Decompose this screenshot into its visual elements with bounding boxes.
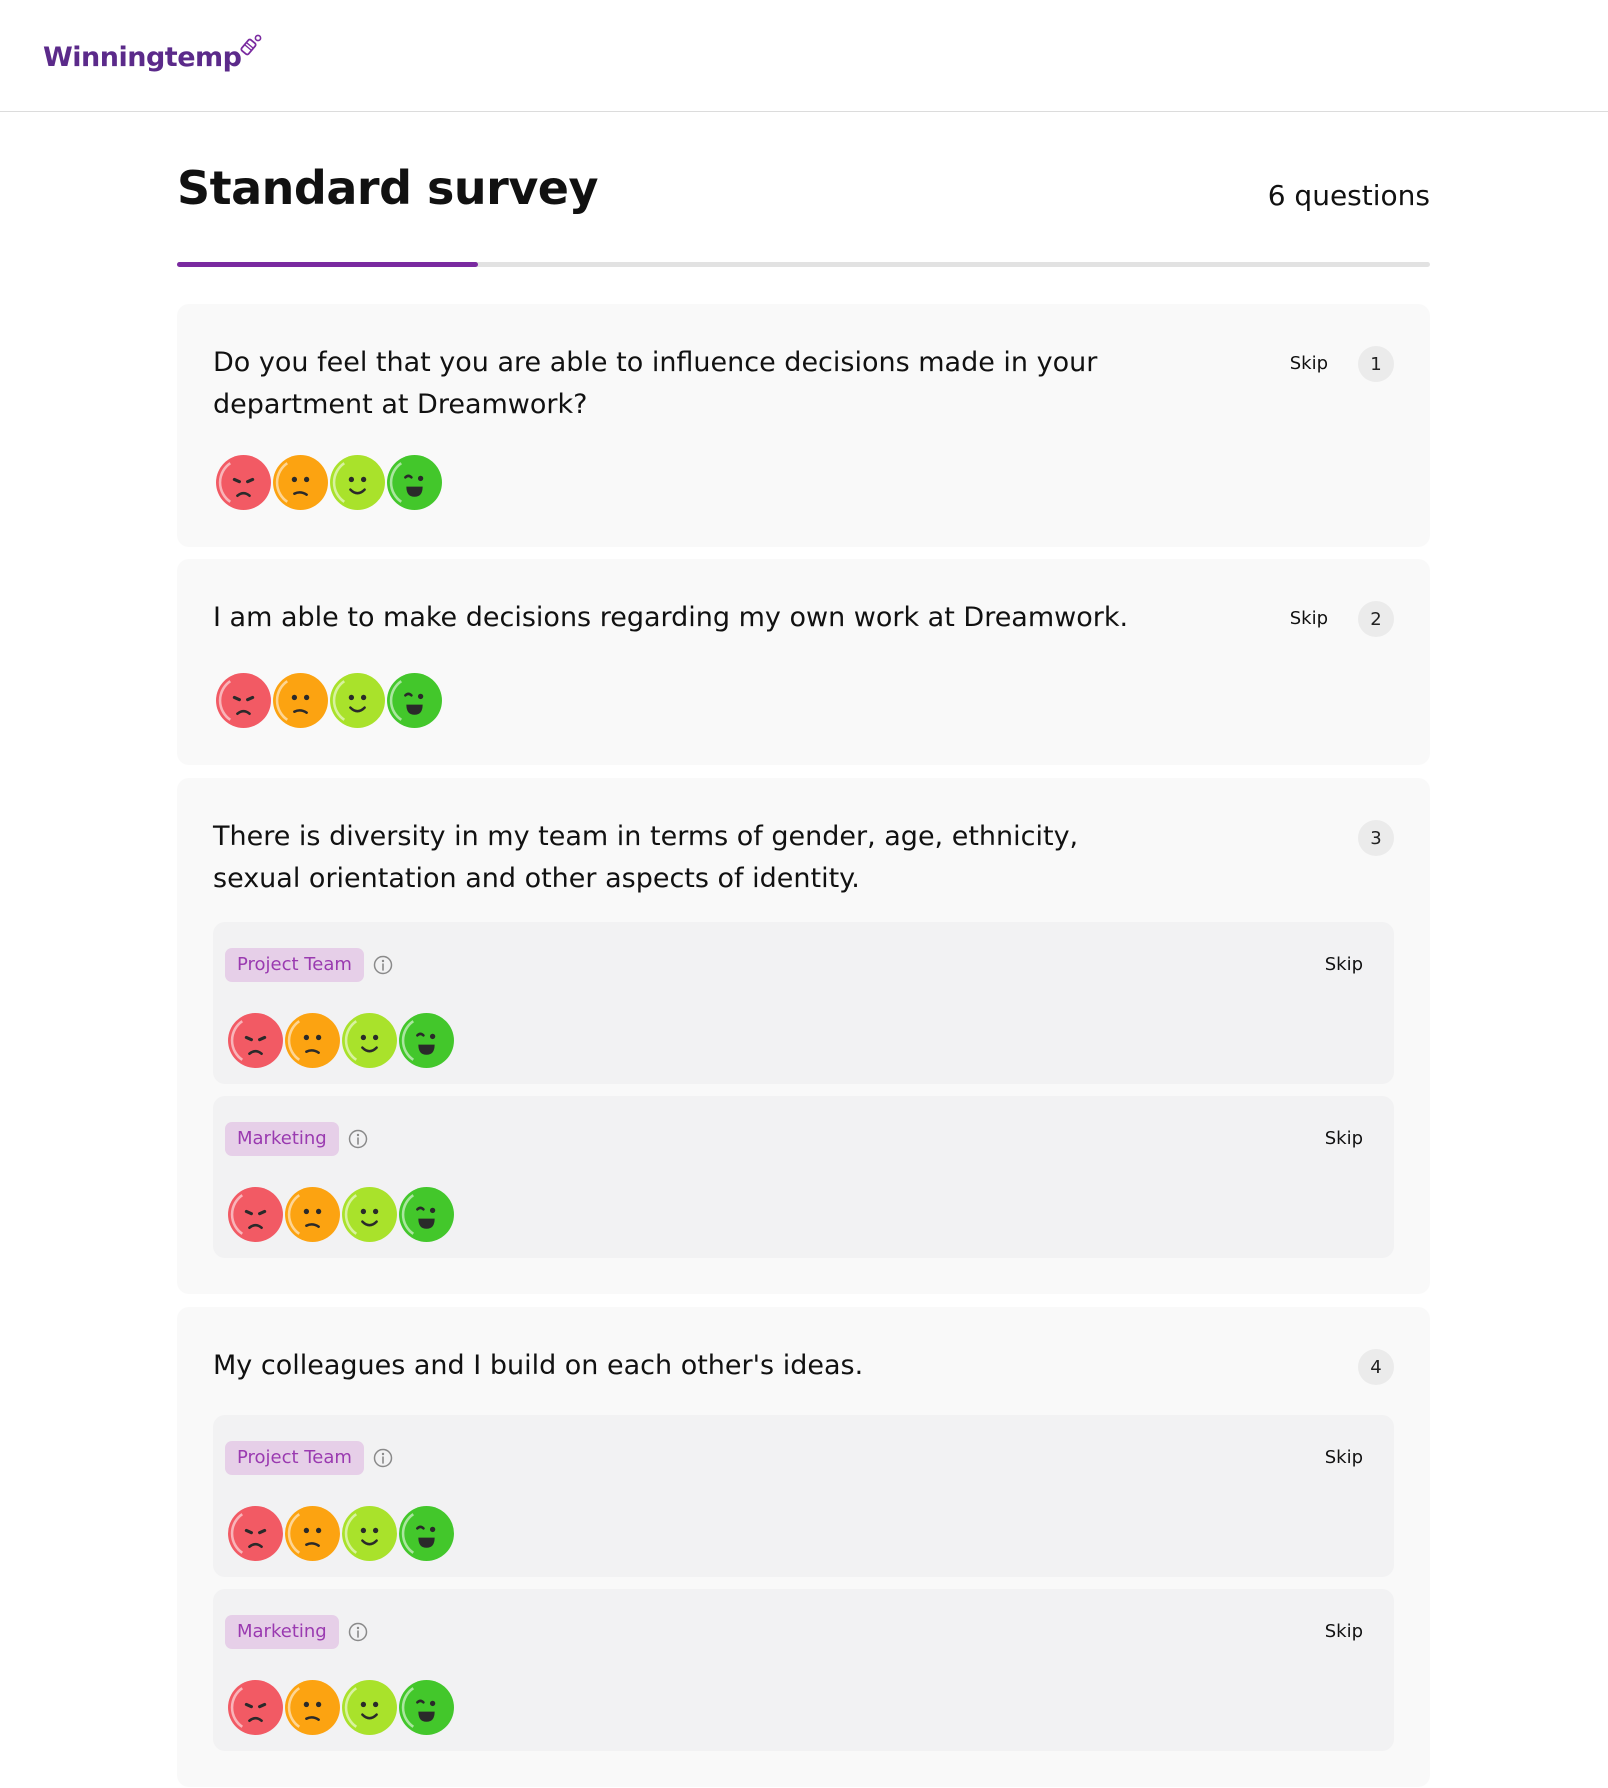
group-tag-row: Project Team bbox=[225, 1441, 393, 1475]
very-negative-face-icon[interactable] bbox=[215, 454, 272, 511]
question-card-1: Do you feel that you are able to influen… bbox=[177, 304, 1430, 547]
group-rating-project-team: Project Team Skip bbox=[213, 1415, 1394, 1577]
group-rating-marketing: Marketing Skip bbox=[213, 1096, 1394, 1258]
very-negative-face-icon[interactable] bbox=[215, 672, 272, 729]
question-text: There is diversity in my team in terms o… bbox=[213, 821, 1079, 894]
question-card-2: I am able to make decisions regarding my… bbox=[177, 559, 1430, 765]
group-tag: Project Team bbox=[225, 948, 364, 982]
positive-face-icon[interactable] bbox=[329, 454, 386, 511]
info-icon[interactable] bbox=[373, 1448, 393, 1468]
info-icon[interactable] bbox=[373, 955, 393, 975]
rating-faces bbox=[227, 1186, 455, 1243]
skip-button[interactable]: Skip bbox=[1324, 1621, 1363, 1642]
brand-name: Winningtemp bbox=[43, 42, 242, 73]
very-positive-face-icon[interactable] bbox=[398, 1012, 455, 1069]
question-number-badge: 3 bbox=[1358, 820, 1394, 856]
group-tag: Project Team bbox=[225, 1441, 364, 1475]
positive-face-icon[interactable] bbox=[341, 1012, 398, 1069]
group-rating-marketing: Marketing Skip bbox=[213, 1589, 1394, 1751]
very-positive-face-icon[interactable] bbox=[398, 1505, 455, 1562]
question-number-badge: 4 bbox=[1358, 1349, 1394, 1385]
top-bar: Winningtemp bbox=[0, 0, 1608, 112]
brand-logo[interactable]: Winningtemp bbox=[43, 34, 263, 73]
very-negative-face-icon[interactable] bbox=[227, 1679, 284, 1736]
very-positive-face-icon[interactable] bbox=[386, 672, 443, 729]
question-text: Do you feel that you are able to influen… bbox=[213, 347, 1098, 420]
rating-faces bbox=[227, 1679, 455, 1736]
rating-faces bbox=[215, 672, 443, 729]
question-card-3: There is diversity in my team in terms o… bbox=[177, 778, 1430, 1294]
question-text: My colleagues and I build on each other'… bbox=[213, 1350, 864, 1381]
group-tag-row: Project Team bbox=[225, 948, 393, 982]
question-text: I am able to make decisions regarding my… bbox=[213, 602, 1129, 633]
negative-face-icon[interactable] bbox=[284, 1012, 341, 1069]
positive-face-icon[interactable] bbox=[341, 1679, 398, 1736]
negative-face-icon[interactable] bbox=[284, 1679, 341, 1736]
positive-face-icon[interactable] bbox=[341, 1505, 398, 1562]
group-rating-project-team: Project Team Skip bbox=[213, 922, 1394, 1084]
skip-button[interactable]: Skip bbox=[1289, 353, 1328, 374]
rating-faces bbox=[227, 1012, 455, 1069]
very-negative-face-icon[interactable] bbox=[227, 1186, 284, 1243]
question-number-badge: 2 bbox=[1358, 601, 1394, 637]
positive-face-icon[interactable] bbox=[329, 672, 386, 729]
rating-faces bbox=[215, 454, 443, 511]
very-positive-face-icon[interactable] bbox=[398, 1186, 455, 1243]
progress-fill bbox=[177, 262, 478, 267]
progress-bar bbox=[177, 262, 1430, 267]
question-count: 6 questions bbox=[1267, 179, 1430, 212]
negative-face-icon[interactable] bbox=[284, 1186, 341, 1243]
positive-face-icon[interactable] bbox=[341, 1186, 398, 1243]
question-card-4: My colleagues and I build on each other'… bbox=[177, 1307, 1430, 1787]
group-tag-row: Marketing bbox=[225, 1615, 368, 1649]
page-title: Standard survey bbox=[177, 161, 599, 215]
skip-button[interactable]: Skip bbox=[1324, 1128, 1363, 1149]
skip-button[interactable]: Skip bbox=[1324, 1447, 1363, 1468]
thermometer-icon bbox=[240, 34, 262, 56]
negative-face-icon[interactable] bbox=[272, 454, 329, 511]
skip-button[interactable]: Skip bbox=[1324, 954, 1363, 975]
negative-face-icon[interactable] bbox=[272, 672, 329, 729]
group-tag: Marketing bbox=[225, 1615, 339, 1649]
very-positive-face-icon[interactable] bbox=[386, 454, 443, 511]
skip-button[interactable]: Skip bbox=[1289, 608, 1328, 629]
very-negative-face-icon[interactable] bbox=[227, 1012, 284, 1069]
negative-face-icon[interactable] bbox=[284, 1505, 341, 1562]
very-positive-face-icon[interactable] bbox=[398, 1679, 455, 1736]
question-number-badge: 1 bbox=[1358, 346, 1394, 382]
group-tag: Marketing bbox=[225, 1122, 339, 1156]
info-icon[interactable] bbox=[348, 1129, 368, 1149]
group-tag-row: Marketing bbox=[225, 1122, 368, 1156]
rating-faces bbox=[227, 1505, 455, 1562]
very-negative-face-icon[interactable] bbox=[227, 1505, 284, 1562]
info-icon[interactable] bbox=[348, 1622, 368, 1642]
